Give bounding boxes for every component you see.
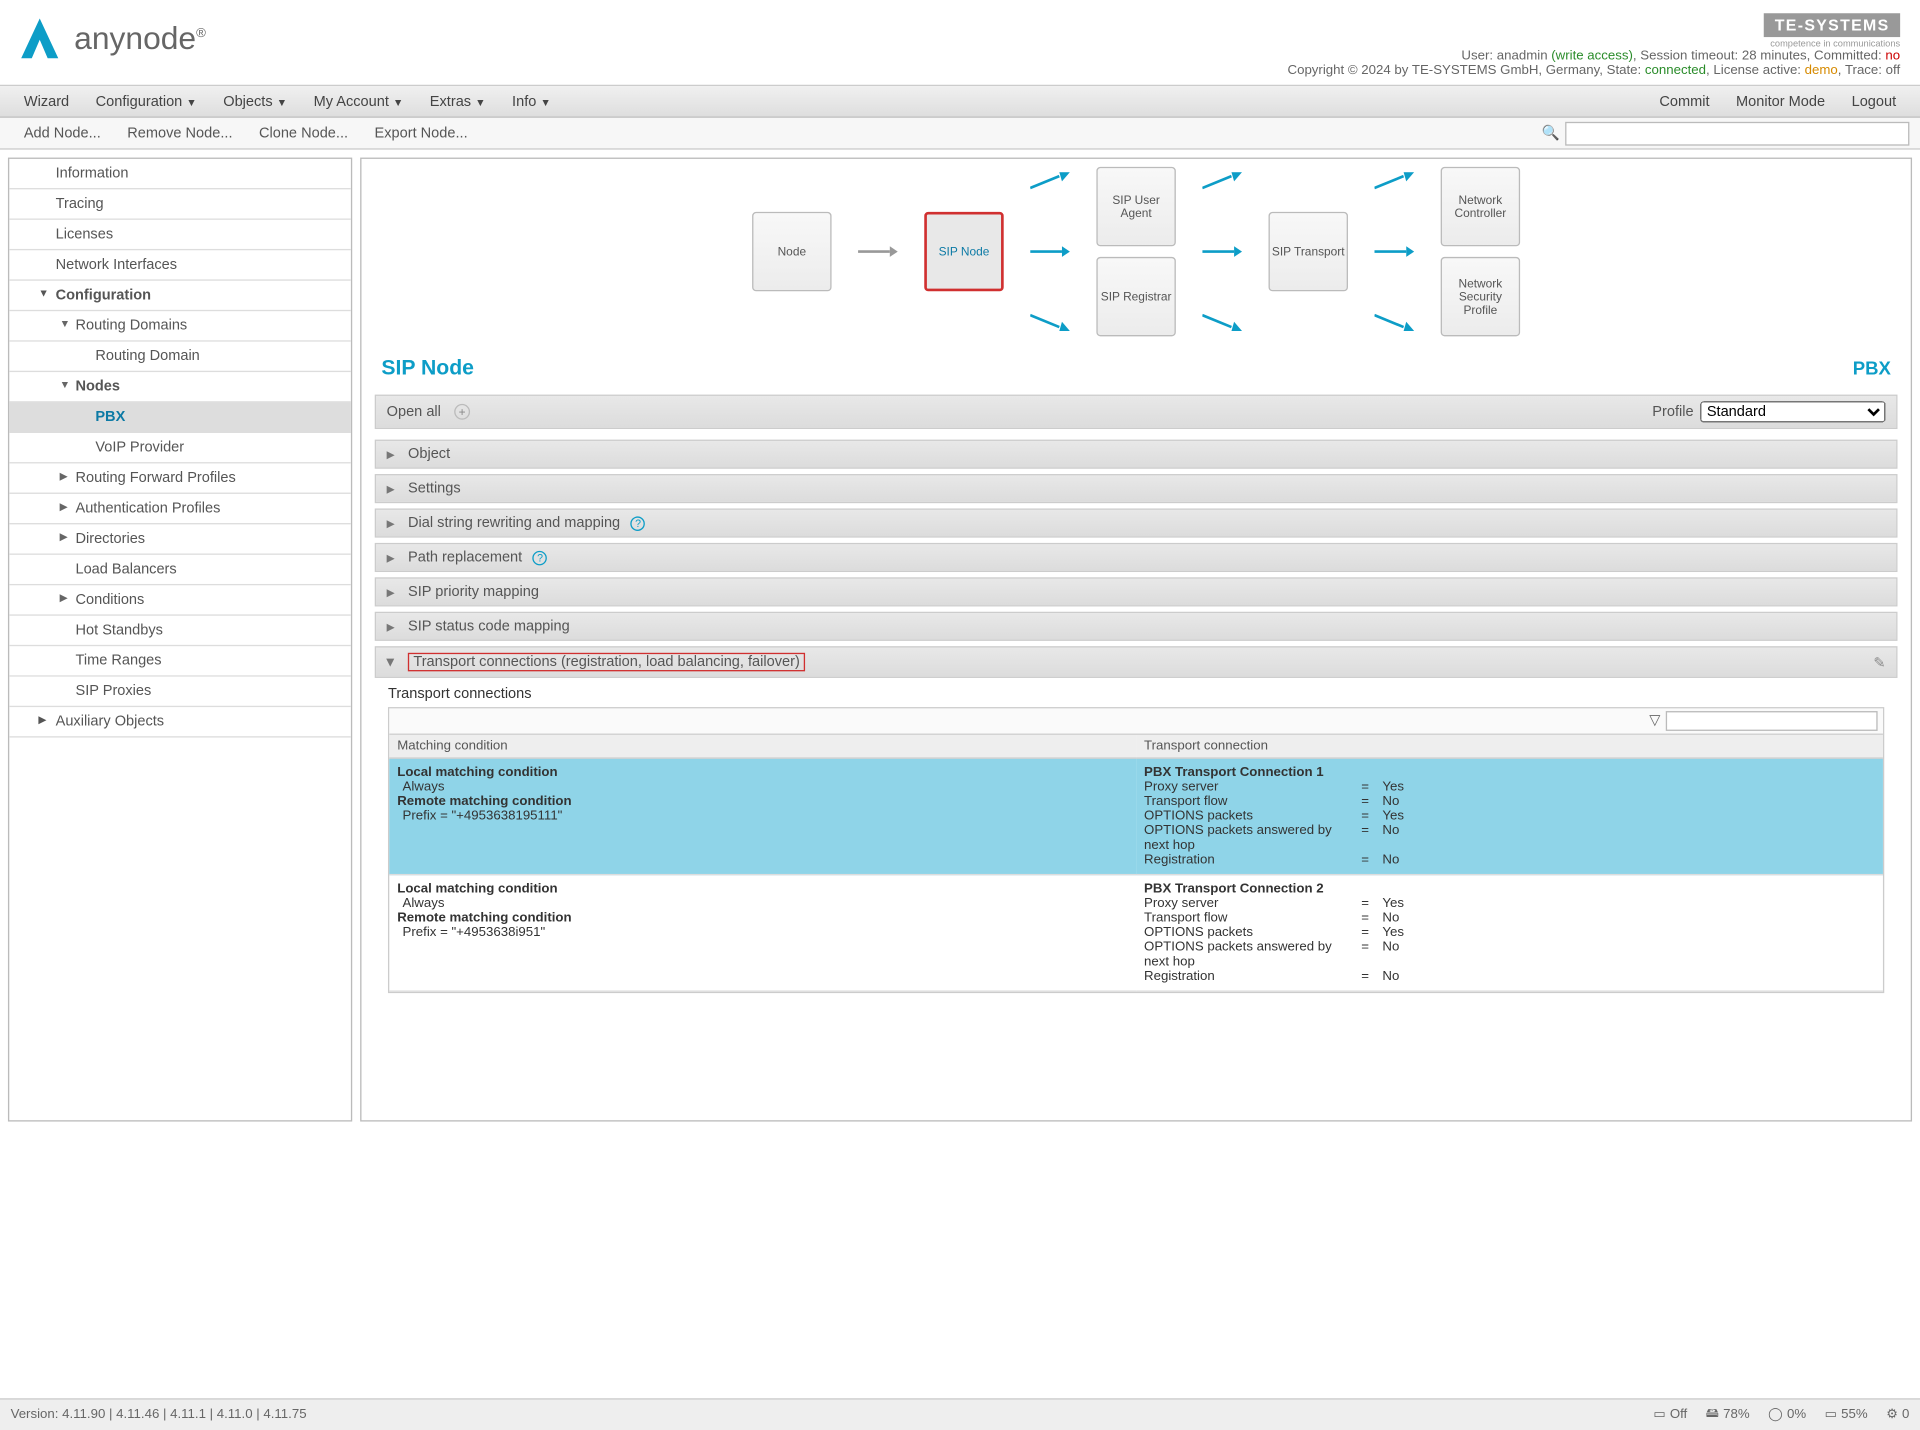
arrow-group-3 (1374, 172, 1414, 331)
remove-node-button[interactable]: Remove Node... (114, 121, 246, 145)
top-header: anynode® TE-SYSTEMS competence in commun… (0, 0, 1920, 86)
sidebar-aux[interactable]: ▶Auxiliary Objects (9, 707, 351, 737)
sidebar-routing-domains[interactable]: ▼Routing Domains (9, 311, 351, 341)
sidebar-sip-proxies[interactable]: SIP Proxies (9, 677, 351, 707)
header-right: TE-SYSTEMS competence in communications … (1288, 13, 1901, 78)
logo-text: anynode® (74, 21, 206, 58)
main-area: Information Tracing Licenses Network Int… (0, 150, 1920, 1130)
menu-wizard[interactable]: Wizard (11, 88, 83, 114)
col-matching: Matching condition (389, 735, 1136, 758)
logo-area: anynode® (13, 13, 206, 66)
dia-net-sec[interactable]: Network Security Profile (1441, 257, 1520, 336)
sidebar-pbx[interactable]: PBX (9, 403, 351, 433)
page-subtitle: PBX (1853, 358, 1891, 382)
toolbar: Add Node... Remove Node... Clone Node...… (0, 118, 1920, 150)
sidebar-conditions[interactable]: ▶Conditions (9, 585, 351, 615)
menu-extras[interactable]: Extras▼ (417, 88, 499, 114)
transport-subtitle: Transport connections (388, 686, 1884, 702)
open-all-button[interactable]: Open all (387, 404, 441, 420)
sidebar-hot-standbys[interactable]: Hot Standbys (9, 616, 351, 646)
sidebar-nodes[interactable]: ▼Nodes (9, 372, 351, 402)
sidebar-routing-forward[interactable]: ▶Routing Forward Profiles (9, 463, 351, 493)
menubar: Wizard Configuration▼ Objects▼ My Accoun… (0, 86, 1920, 118)
col-transport: Transport connection (1136, 735, 1883, 758)
table-row[interactable]: Local matching conditionAlwaysRemote mat… (389, 875, 1883, 992)
clone-node-button[interactable]: Clone Node... (246, 121, 362, 145)
dia-sip-registrar[interactable]: SIP Registrar (1096, 257, 1175, 336)
table-row[interactable]: Local matching conditionAlwaysRemote mat… (389, 758, 1883, 875)
search-icon: 🔍 (1542, 124, 1560, 141)
section-dial[interactable]: ▶Dial string rewriting and mapping? (375, 508, 1898, 537)
menu-configuration[interactable]: Configuration▼ (82, 88, 210, 114)
dia-node[interactable]: Node (752, 212, 831, 291)
page-title: SIP Node (381, 358, 474, 382)
export-node-button[interactable]: Export Node... (361, 121, 481, 145)
section-settings[interactable]: ▶Settings (375, 474, 1898, 503)
anynode-logo-icon (13, 13, 66, 66)
title-row: SIP Node PBX (361, 351, 1910, 395)
status-line-1: User: anadmin (write access), Session ti… (1288, 49, 1901, 64)
sidebar-network-interfaces[interactable]: Network Interfaces (9, 250, 351, 280)
sidebar-information[interactable]: Information (9, 159, 351, 189)
menu-my-account[interactable]: My Account▼ (300, 88, 416, 114)
gear-icon[interactable]: ✎ (1873, 653, 1885, 670)
section-object[interactable]: ▶Object (375, 440, 1898, 469)
dia-sip-node[interactable]: SIP Node (924, 212, 1003, 291)
sidebar-tracing[interactable]: Tracing (9, 189, 351, 219)
menu-logout[interactable]: Logout (1838, 88, 1909, 114)
arrow-icon (858, 245, 898, 258)
help-icon[interactable]: ? (631, 516, 646, 531)
te-systems-logo: TE-SYSTEMS (1764, 13, 1900, 37)
table-filter-input[interactable] (1666, 711, 1878, 731)
filter-icon[interactable]: ▽ (1649, 711, 1660, 731)
menu-objects[interactable]: Objects▼ (210, 88, 300, 114)
sidebar-time-ranges[interactable]: Time Ranges (9, 646, 351, 676)
transport-body: Transport connections ▽ Matching conditi… (375, 678, 1898, 1001)
te-sub: competence in communications (1288, 40, 1901, 49)
arrow-group (1030, 172, 1070, 331)
menu-monitor[interactable]: Monitor Mode (1723, 88, 1839, 114)
sidebar: Information Tracing Licenses Network Int… (8, 158, 352, 1122)
dia-net-ctrl[interactable]: Network Controller (1441, 167, 1520, 246)
status-line-2: Copyright © 2024 by TE-SYSTEMS GmbH, Ger… (1288, 64, 1901, 79)
openall-bar: Open all + Profile Standard (375, 395, 1898, 429)
menu-commit[interactable]: Commit (1646, 88, 1723, 114)
content-panel: Node SIP Node SIP User Agent SIP Registr… (360, 158, 1912, 1122)
section-transport[interactable]: ▶ Transport connections (registration, l… (375, 646, 1898, 678)
dia-sip-ua[interactable]: SIP User Agent (1096, 167, 1175, 246)
section-sip-prio[interactable]: ▶SIP priority mapping (375, 577, 1898, 606)
dia-sip-transport[interactable]: SIP Transport (1269, 212, 1348, 291)
sidebar-routing-domain[interactable]: Routing Domain (9, 342, 351, 372)
menu-info[interactable]: Info▼ (499, 88, 564, 114)
section-sip-status[interactable]: ▶SIP status code mapping (375, 612, 1898, 641)
search-input[interactable] (1565, 121, 1909, 145)
sidebar-auth[interactable]: ▶Authentication Profiles (9, 494, 351, 524)
sidebar-configuration[interactable]: ▼Configuration (9, 281, 351, 311)
arrow-group-2 (1202, 172, 1242, 331)
section-path[interactable]: ▶Path replacement? (375, 543, 1898, 572)
sidebar-load-balancers[interactable]: Load Balancers (9, 555, 351, 585)
sidebar-directories[interactable]: ▶Directories (9, 524, 351, 554)
profile-label: Profile (1652, 404, 1693, 420)
plus-icon[interactable]: + (454, 404, 470, 420)
profile-select[interactable]: Standard (1700, 401, 1885, 422)
sidebar-licenses[interactable]: Licenses (9, 220, 351, 250)
transport-table: ▽ Matching condition Transport connectio… (388, 707, 1884, 993)
add-node-button[interactable]: Add Node... (11, 121, 114, 145)
topology-diagram: Node SIP Node SIP User Agent SIP Registr… (361, 159, 1910, 351)
sidebar-voip[interactable]: VoIP Provider (9, 433, 351, 463)
help-icon[interactable]: ? (533, 550, 548, 565)
